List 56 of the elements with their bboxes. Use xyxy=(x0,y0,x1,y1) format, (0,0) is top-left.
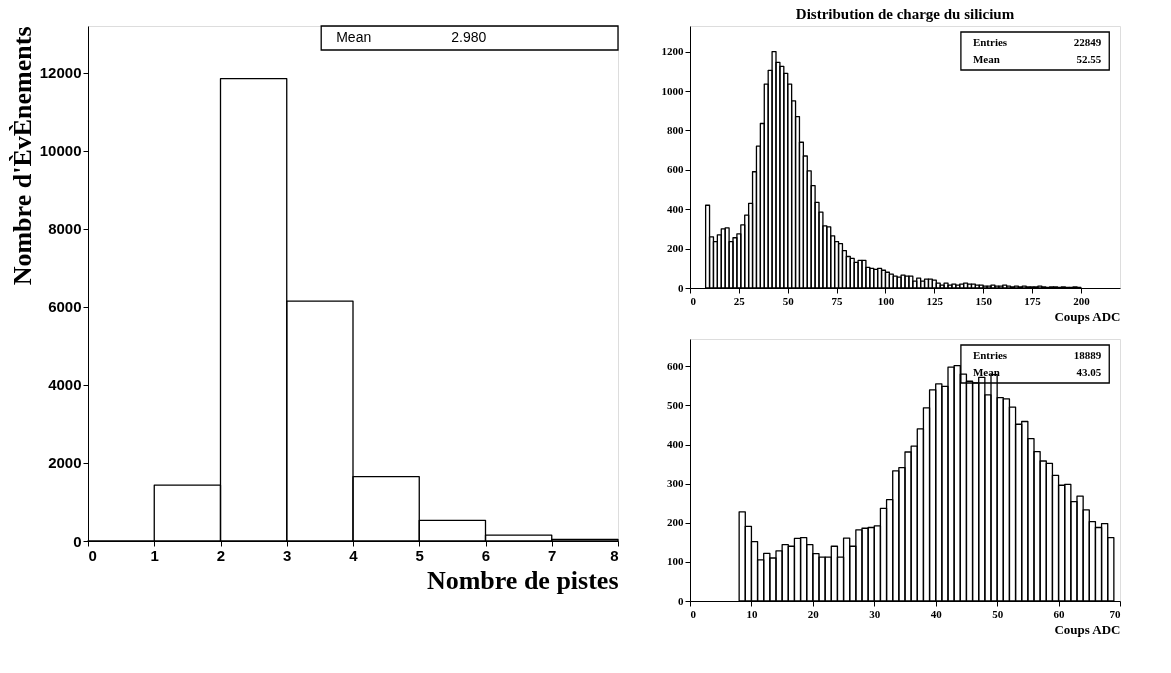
x-tick-label: 200 xyxy=(1073,294,1091,307)
x-tick-label: 4 xyxy=(349,546,359,564)
x-tick-label: 0 xyxy=(690,607,697,620)
y-tick-label: 1200 xyxy=(661,45,684,58)
y-tick-label: 10000 xyxy=(39,142,82,160)
x-tick-label: 3 xyxy=(283,546,292,564)
x-tick-label: 30 xyxy=(869,607,881,620)
y-tick-label: 1000 xyxy=(661,84,684,97)
y-tick-label: 6000 xyxy=(48,298,82,316)
y-tick-label: 200 xyxy=(667,242,684,255)
x-tick-label: 20 xyxy=(807,607,820,620)
chart-title: Distribution de charge du silicium xyxy=(795,6,1015,22)
x-tick-label: 50 xyxy=(992,607,1004,620)
y-tick-label: 0 xyxy=(73,532,82,550)
x-tick-label: 8 xyxy=(610,546,619,564)
x-tick-label: 150 xyxy=(975,294,993,307)
x-tick-label: 2 xyxy=(216,546,226,564)
y-tick-label: 0 xyxy=(678,594,684,607)
x-tick-label: 100 xyxy=(877,294,895,307)
y-tick-label: 400 xyxy=(667,438,684,451)
y-tick-label: 8000 xyxy=(48,220,82,238)
text: Entries 18889 xyxy=(972,348,1102,361)
y-tick-label: 0 xyxy=(678,281,684,294)
y-tick-label: 2000 xyxy=(48,454,82,472)
y-tick-label: 300 xyxy=(667,477,684,490)
text: Mean 52.55 xyxy=(972,52,1102,65)
x-tick-label: 75 xyxy=(831,294,844,307)
y-tick-label: 400 xyxy=(667,202,684,215)
x-tick-label: 25 xyxy=(733,294,746,307)
y-tick-label: 600 xyxy=(667,359,684,372)
x-tick-label: 10 xyxy=(746,607,758,620)
y-tick-label: 4000 xyxy=(48,376,82,394)
text: Mean 2.980 xyxy=(336,29,487,45)
x-tick-label: 0 xyxy=(88,546,97,564)
y-tick-label: 200 xyxy=(667,516,684,529)
x-tick-label: 6 xyxy=(481,546,491,564)
y-tick-label: 500 xyxy=(667,398,684,411)
y-tick-label: 800 xyxy=(667,123,684,136)
y-tick-label: 600 xyxy=(667,163,684,176)
x-tick-label: 7 xyxy=(548,546,557,564)
x-tick-label: 5 xyxy=(415,546,424,564)
x-tick-label: 175 xyxy=(1024,294,1042,307)
text: Entries 22849 xyxy=(972,35,1102,48)
y-axis-title: Nombre d'ÈvÈnements xyxy=(7,26,37,286)
x-tick-label: 125 xyxy=(926,294,944,307)
x-axis-title: Nombre de pistes xyxy=(426,565,619,595)
x-axis-title: Coups ADC xyxy=(1054,621,1121,637)
x-axis-title: Coups ADC xyxy=(1054,308,1121,324)
x-tick-label: 1 xyxy=(150,546,159,564)
x-tick-label: 50 xyxy=(782,294,795,307)
text: Mean 43.05 xyxy=(972,365,1102,378)
x-tick-label: 40 xyxy=(930,607,943,620)
y-tick-label: 12000 xyxy=(39,64,82,82)
x-tick-label: 70 xyxy=(1109,607,1121,620)
x-tick-label: 60 xyxy=(1053,607,1066,620)
x-tick-label: 0 xyxy=(690,294,697,307)
